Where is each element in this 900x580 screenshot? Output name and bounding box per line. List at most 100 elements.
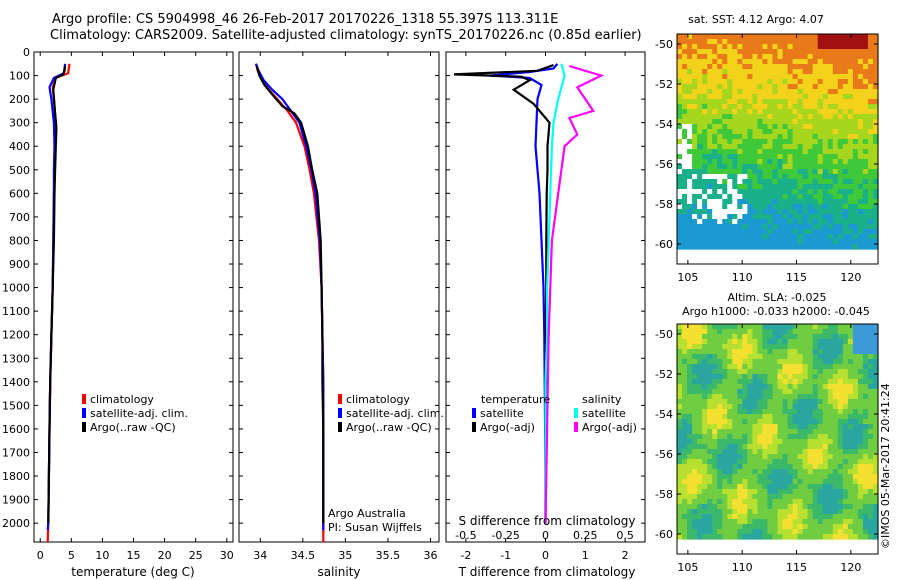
map-cell (852, 39, 859, 45)
map-cell (872, 39, 879, 45)
map-cell (682, 374, 688, 380)
map-cell (872, 529, 879, 535)
map-cell (867, 404, 874, 410)
map-cell (837, 74, 844, 80)
map-cell (682, 429, 688, 435)
map-cell (837, 479, 844, 485)
map-cell (817, 179, 824, 185)
map-cell (797, 224, 804, 230)
map-cell (752, 219, 759, 225)
map-cell (712, 409, 718, 415)
map-cell (712, 439, 718, 445)
map-cell (697, 199, 703, 205)
map-cell (797, 454, 804, 460)
map-cell (847, 164, 854, 170)
map-cell (817, 74, 824, 80)
map-cell (857, 34, 864, 40)
map-cell (832, 424, 839, 430)
map-cell (782, 119, 789, 125)
map-cell (772, 424, 779, 430)
map-cell (817, 64, 824, 70)
map-cell (822, 494, 829, 500)
map-cell (842, 444, 849, 450)
map-cell (857, 189, 864, 195)
map-cell (722, 214, 728, 220)
map-cell (817, 424, 824, 430)
map-cell (757, 109, 764, 115)
map-cell (767, 389, 774, 395)
map-cell (737, 414, 743, 420)
map-cell (792, 124, 799, 130)
map-cell (712, 214, 718, 220)
map-cell (847, 389, 854, 395)
map-cell (787, 114, 794, 120)
map-cell (707, 84, 713, 90)
map-cell (767, 154, 774, 160)
map-cell (817, 364, 824, 370)
map-cell (817, 524, 824, 530)
map-cell (787, 414, 794, 420)
map-cell (757, 484, 764, 490)
map-cell (702, 244, 708, 250)
map-cell (692, 529, 698, 535)
map-cell (827, 479, 834, 485)
map-cell (847, 444, 854, 450)
series-line-3 (544, 65, 605, 524)
map-cell (817, 394, 824, 400)
map-cell (762, 529, 769, 535)
map-cell (797, 89, 804, 95)
map-cell (797, 399, 804, 405)
map-cell (677, 509, 683, 515)
map-cell (692, 169, 698, 175)
map-cell (857, 244, 864, 250)
map-cell (832, 534, 839, 540)
map-cell (697, 44, 703, 50)
map-cell (832, 144, 839, 150)
map-cell (812, 399, 819, 405)
map-y-tick-label: -60 (655, 528, 673, 541)
map-cell (757, 104, 764, 110)
map-cell (737, 324, 743, 330)
map-cell (857, 234, 864, 240)
map-cell (867, 509, 874, 515)
map-cell (727, 519, 733, 525)
map-cell (722, 489, 728, 495)
map-cell (687, 429, 693, 435)
map-cell (687, 154, 693, 160)
map-cell (747, 389, 753, 395)
map-cell (777, 89, 784, 95)
map-cell (807, 219, 814, 225)
map-cell (722, 139, 728, 145)
y-tick-label: 300 (9, 117, 30, 130)
map-cell (707, 184, 713, 190)
map-cell (842, 229, 849, 235)
map-cell (797, 79, 804, 85)
map-cell (867, 219, 874, 225)
map-cell (707, 419, 713, 425)
map-cell (807, 39, 814, 45)
map-cell (722, 149, 728, 155)
map-cell (867, 409, 874, 415)
map-cell (832, 59, 839, 65)
map-cell (857, 94, 864, 100)
map-cell (872, 84, 879, 90)
map-cell (772, 194, 779, 200)
map-cell (697, 94, 703, 100)
map-cell (787, 409, 794, 415)
map-cell (782, 484, 789, 490)
map-cell (707, 214, 713, 220)
map-cell (782, 44, 789, 50)
map-cell (837, 369, 844, 375)
map-cell (757, 129, 764, 135)
map-cell (862, 339, 869, 345)
map-cell (732, 84, 738, 90)
sla-field (677, 324, 879, 540)
map-cell (732, 394, 738, 400)
map-cell (782, 109, 789, 115)
map-cell (787, 494, 794, 500)
map-cell (717, 529, 723, 535)
map-cell (762, 344, 769, 350)
map-cell (697, 329, 703, 335)
map-cell (807, 184, 814, 190)
map-cell (822, 244, 829, 250)
